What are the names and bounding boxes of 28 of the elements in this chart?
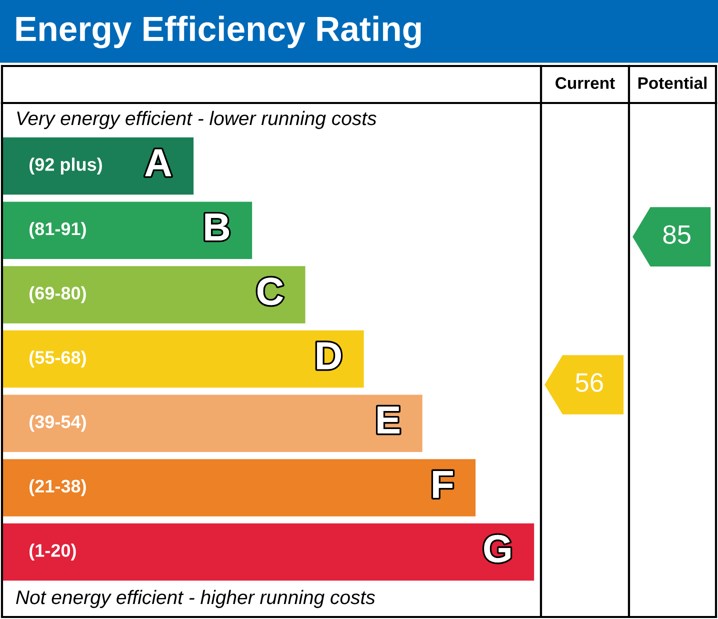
text: Current (556, 77, 615, 89)
annotation: (21-38) (30, 479, 86, 496)
bar (2, 394, 422, 452)
y-tick-label: D (317, 342, 341, 370)
text: 85 (663, 225, 690, 244)
bar (2, 137, 194, 195)
y-tick-label: B (205, 214, 230, 240)
y-tick-label: A (145, 149, 172, 176)
bar (2, 330, 364, 388)
bar (2, 523, 534, 581)
bar (2, 459, 476, 516)
annotation: (39-54) (30, 414, 86, 432)
annotation: (69-80) (30, 286, 86, 304)
y-tick-label: G (484, 534, 510, 562)
bar (2, 202, 252, 259)
annotation: Not energy efficient - higher running costs (16, 590, 375, 608)
annotation: (1-20) (30, 544, 76, 560)
text: Potential (638, 76, 707, 89)
annotation: (81-91) (30, 222, 86, 239)
y-tick-label: C (258, 278, 283, 306)
bar (2, 266, 306, 324)
y-tick-label: E (378, 406, 400, 434)
annotation: (55-68) (30, 350, 86, 368)
chart-title: Energy Efficiency Rating (16, 16, 421, 48)
text: 56 (576, 373, 603, 392)
annotation: (92 plus) (30, 158, 102, 174)
annotation: Very energy efficient - lower running costs (17, 110, 376, 130)
y-tick-label: F (433, 471, 453, 498)
